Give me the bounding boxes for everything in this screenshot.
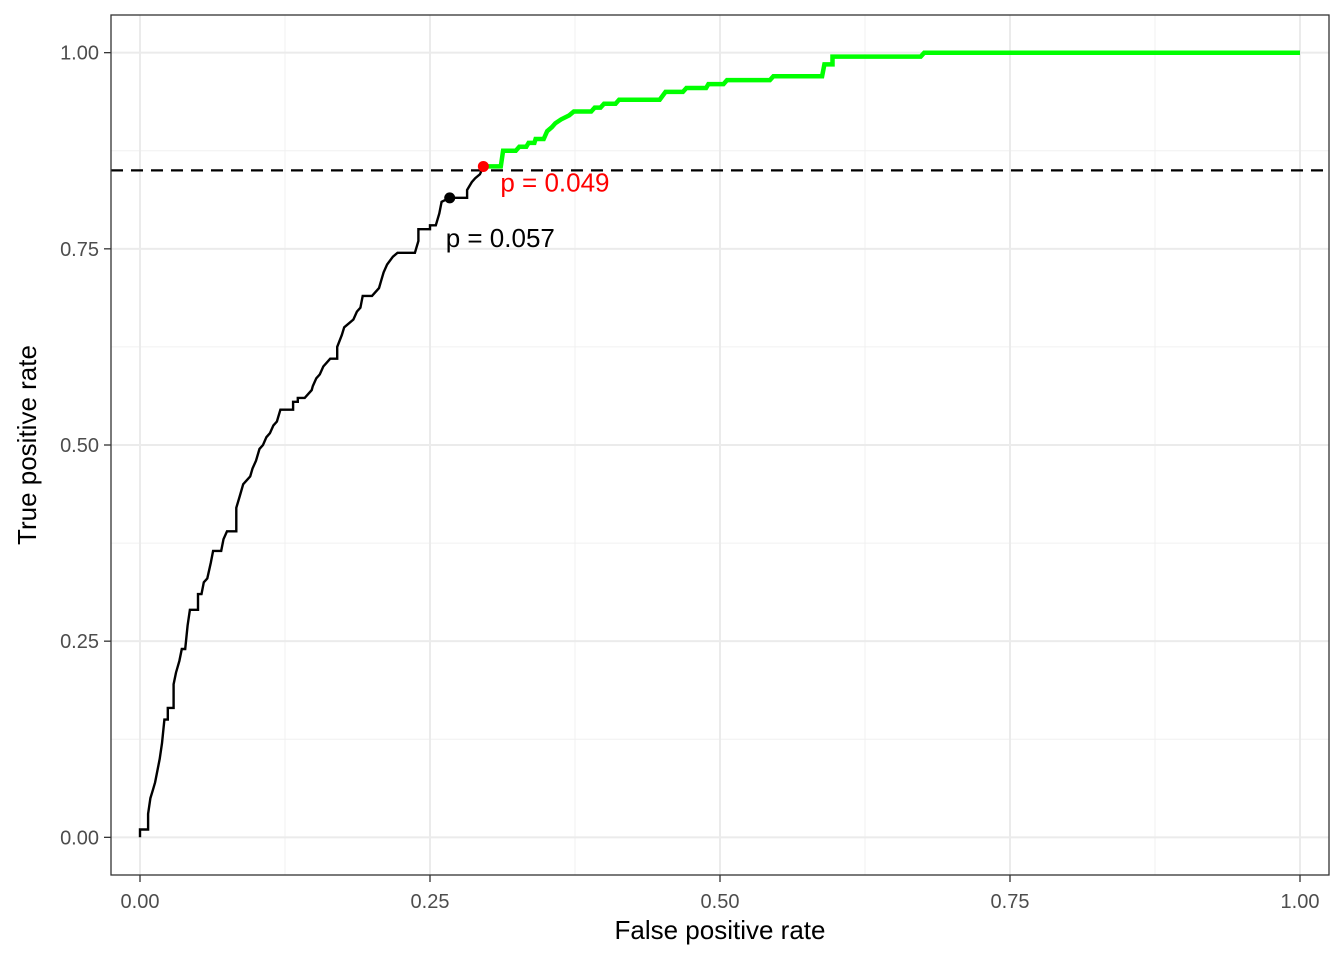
x-tick-label: 0.25 xyxy=(411,891,450,913)
roc-curve-black xyxy=(138,165,485,838)
x-axis-ticks: 0.00 0.25 0.50 0.75 1.00 xyxy=(121,875,1320,913)
y-tick-label: 0.25 xyxy=(60,631,99,653)
series-group xyxy=(138,50,1300,838)
threshold-point-black xyxy=(444,192,456,204)
annotation-p-0049: p = 0.049 xyxy=(500,167,609,197)
annotation-p-0057: p = 0.057 xyxy=(446,223,555,253)
grid-lines xyxy=(111,15,1329,875)
marker-group xyxy=(444,160,489,204)
annotation-group: p = 0.057 p = 0.049 xyxy=(446,167,610,252)
x-tick-label: 0.75 xyxy=(991,891,1030,913)
x-tick-label: 0.00 xyxy=(121,891,160,913)
y-tick-label: 0.00 xyxy=(60,827,99,849)
threshold-point-red xyxy=(477,160,489,172)
x-axis-title: False positive rate xyxy=(615,915,826,945)
y-axis-title: True positive rate xyxy=(12,345,42,545)
y-tick-label: 1.00 xyxy=(60,43,99,65)
y-axis-ticks: 0.00 0.25 0.50 0.75 1.00 xyxy=(60,43,111,849)
x-tick-label: 0.50 xyxy=(701,891,740,913)
y-tick-label: 0.75 xyxy=(60,239,99,261)
x-tick-label: 1.00 xyxy=(1281,891,1320,913)
roc-curve-green xyxy=(483,50,1300,169)
y-tick-label: 0.50 xyxy=(60,435,99,457)
